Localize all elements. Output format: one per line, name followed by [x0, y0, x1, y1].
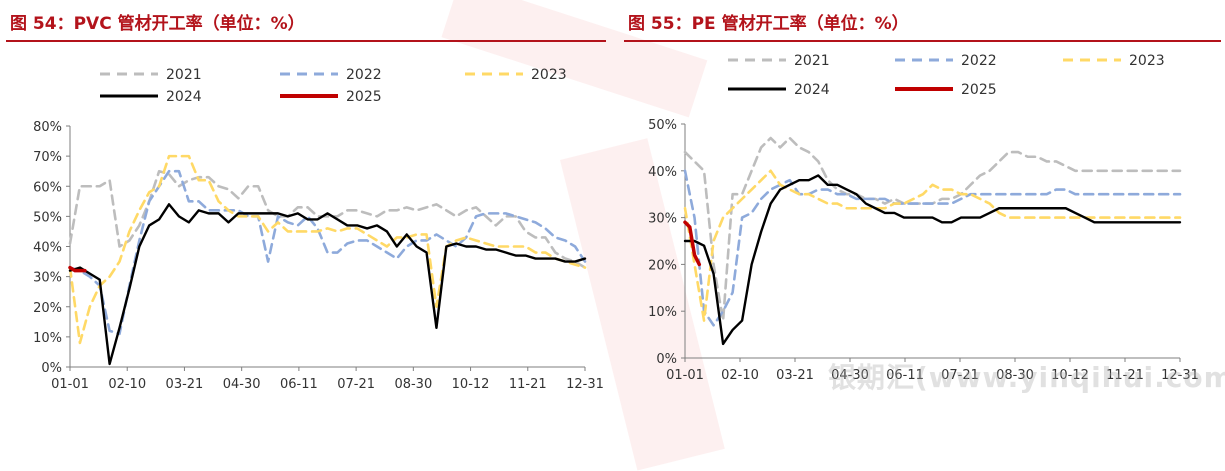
y-tick-label: 10% [33, 331, 62, 346]
x-tick-label: 08-30 [996, 368, 1034, 383]
legend-label-2025: 2025 [961, 82, 997, 98]
series-line-2025 [68, 265, 87, 273]
series-line-2025 [683, 220, 702, 267]
x-tick-label: 06-11 [280, 377, 318, 392]
series-line-2021 [68, 169, 587, 269]
x-tick-label: 02-10 [108, 377, 146, 392]
y-tick-label: 70% [33, 150, 62, 165]
x-tick-label: 04-30 [223, 377, 261, 392]
y-tick-label: 30% [648, 212, 677, 227]
y-tick-label: 0% [656, 352, 677, 367]
x-tick-label: 12-31 [1161, 368, 1199, 383]
x-tick-label: 01-01 [666, 368, 704, 383]
chart-panel-pvc: 图 54：PVC 管材开工率（单位：%） 0% 10% 20% 30% 40% 50% 60… [0, 0, 610, 409]
y-tick-label: 50% [648, 118, 677, 133]
x-tick-label: 10-12 [1051, 368, 1089, 383]
legend-label-2023: 2023 [1129, 53, 1165, 69]
series-line-2024 [68, 203, 587, 366]
series-line-2021 [683, 136, 1182, 322]
legend-label-2024: 2024 [794, 82, 830, 98]
title-rule [6, 40, 606, 42]
legend-label-2025: 2025 [346, 89, 382, 105]
x-tick-label: 01-01 [51, 377, 89, 392]
legend-label-2022: 2022 [346, 67, 382, 83]
x-tick-label: 12-31 [566, 377, 604, 392]
x-tick-label: 11-21 [509, 377, 547, 392]
legend-label-2021: 2021 [166, 67, 202, 83]
x-tick-label: 11-21 [1106, 368, 1144, 383]
x-tick-label: 02-10 [721, 368, 759, 383]
y-tick-label: 50% [33, 210, 62, 225]
x-tick-label: 04-30 [831, 368, 869, 383]
series-line-2023 [68, 154, 587, 345]
y-tick-label: 40% [33, 241, 62, 256]
title-rule [624, 40, 1221, 42]
legend-label-2023: 2023 [531, 67, 567, 83]
x-tick-label: 03-21 [776, 368, 814, 383]
y-tick-label: 80% [33, 120, 62, 135]
legend-label-2021: 2021 [794, 53, 830, 69]
chart-panel-pe: 图 55：PE 管材开工率（单位：%） 0% 10% 20% 30% 40% 50% 01-… [618, 0, 1225, 409]
series-line-2022 [68, 169, 587, 336]
chart-pvc: 0% 10% 20% 30% 40% 50% 60% 70% 80% 01-01 02-10 03-2… [33, 67, 604, 392]
x-tick-label: 03-21 [166, 377, 204, 392]
y-tick-label: 10% [648, 305, 677, 320]
x-tick-label: 10-12 [452, 377, 490, 392]
series-line-2023 [683, 169, 1182, 322]
watermark: 银期汇(www.yinqihui.com) [828, 361, 1225, 394]
y-tick-label: 20% [33, 301, 62, 316]
y-tick-label: 0% [41, 361, 62, 376]
series-line-2022 [683, 169, 1182, 327]
chart-title: 图 55：PE 管材开工率（单位：%） [628, 14, 909, 34]
chart-title: 图 54：PVC 管材开工率（单位：%） [10, 14, 305, 34]
x-tick-label: 08-30 [394, 377, 432, 392]
y-tick-label: 40% [648, 165, 677, 180]
chart-pe: 0% 10% 20% 30% 40% 50% 01-01 02-10 03-21 04-30 06-… [648, 53, 1199, 383]
y-tick-label: 30% [33, 271, 62, 286]
y-tick-label: 20% [648, 258, 677, 273]
x-tick-label: 07-21 [337, 377, 375, 392]
x-tick-label: 07-21 [941, 368, 979, 383]
x-tick-label: 06-11 [886, 368, 924, 383]
y-tick-label: 60% [33, 180, 62, 195]
series-line-2024 [683, 174, 1182, 346]
legend-label-2022: 2022 [961, 53, 997, 69]
legend-label-2024: 2024 [166, 89, 202, 105]
